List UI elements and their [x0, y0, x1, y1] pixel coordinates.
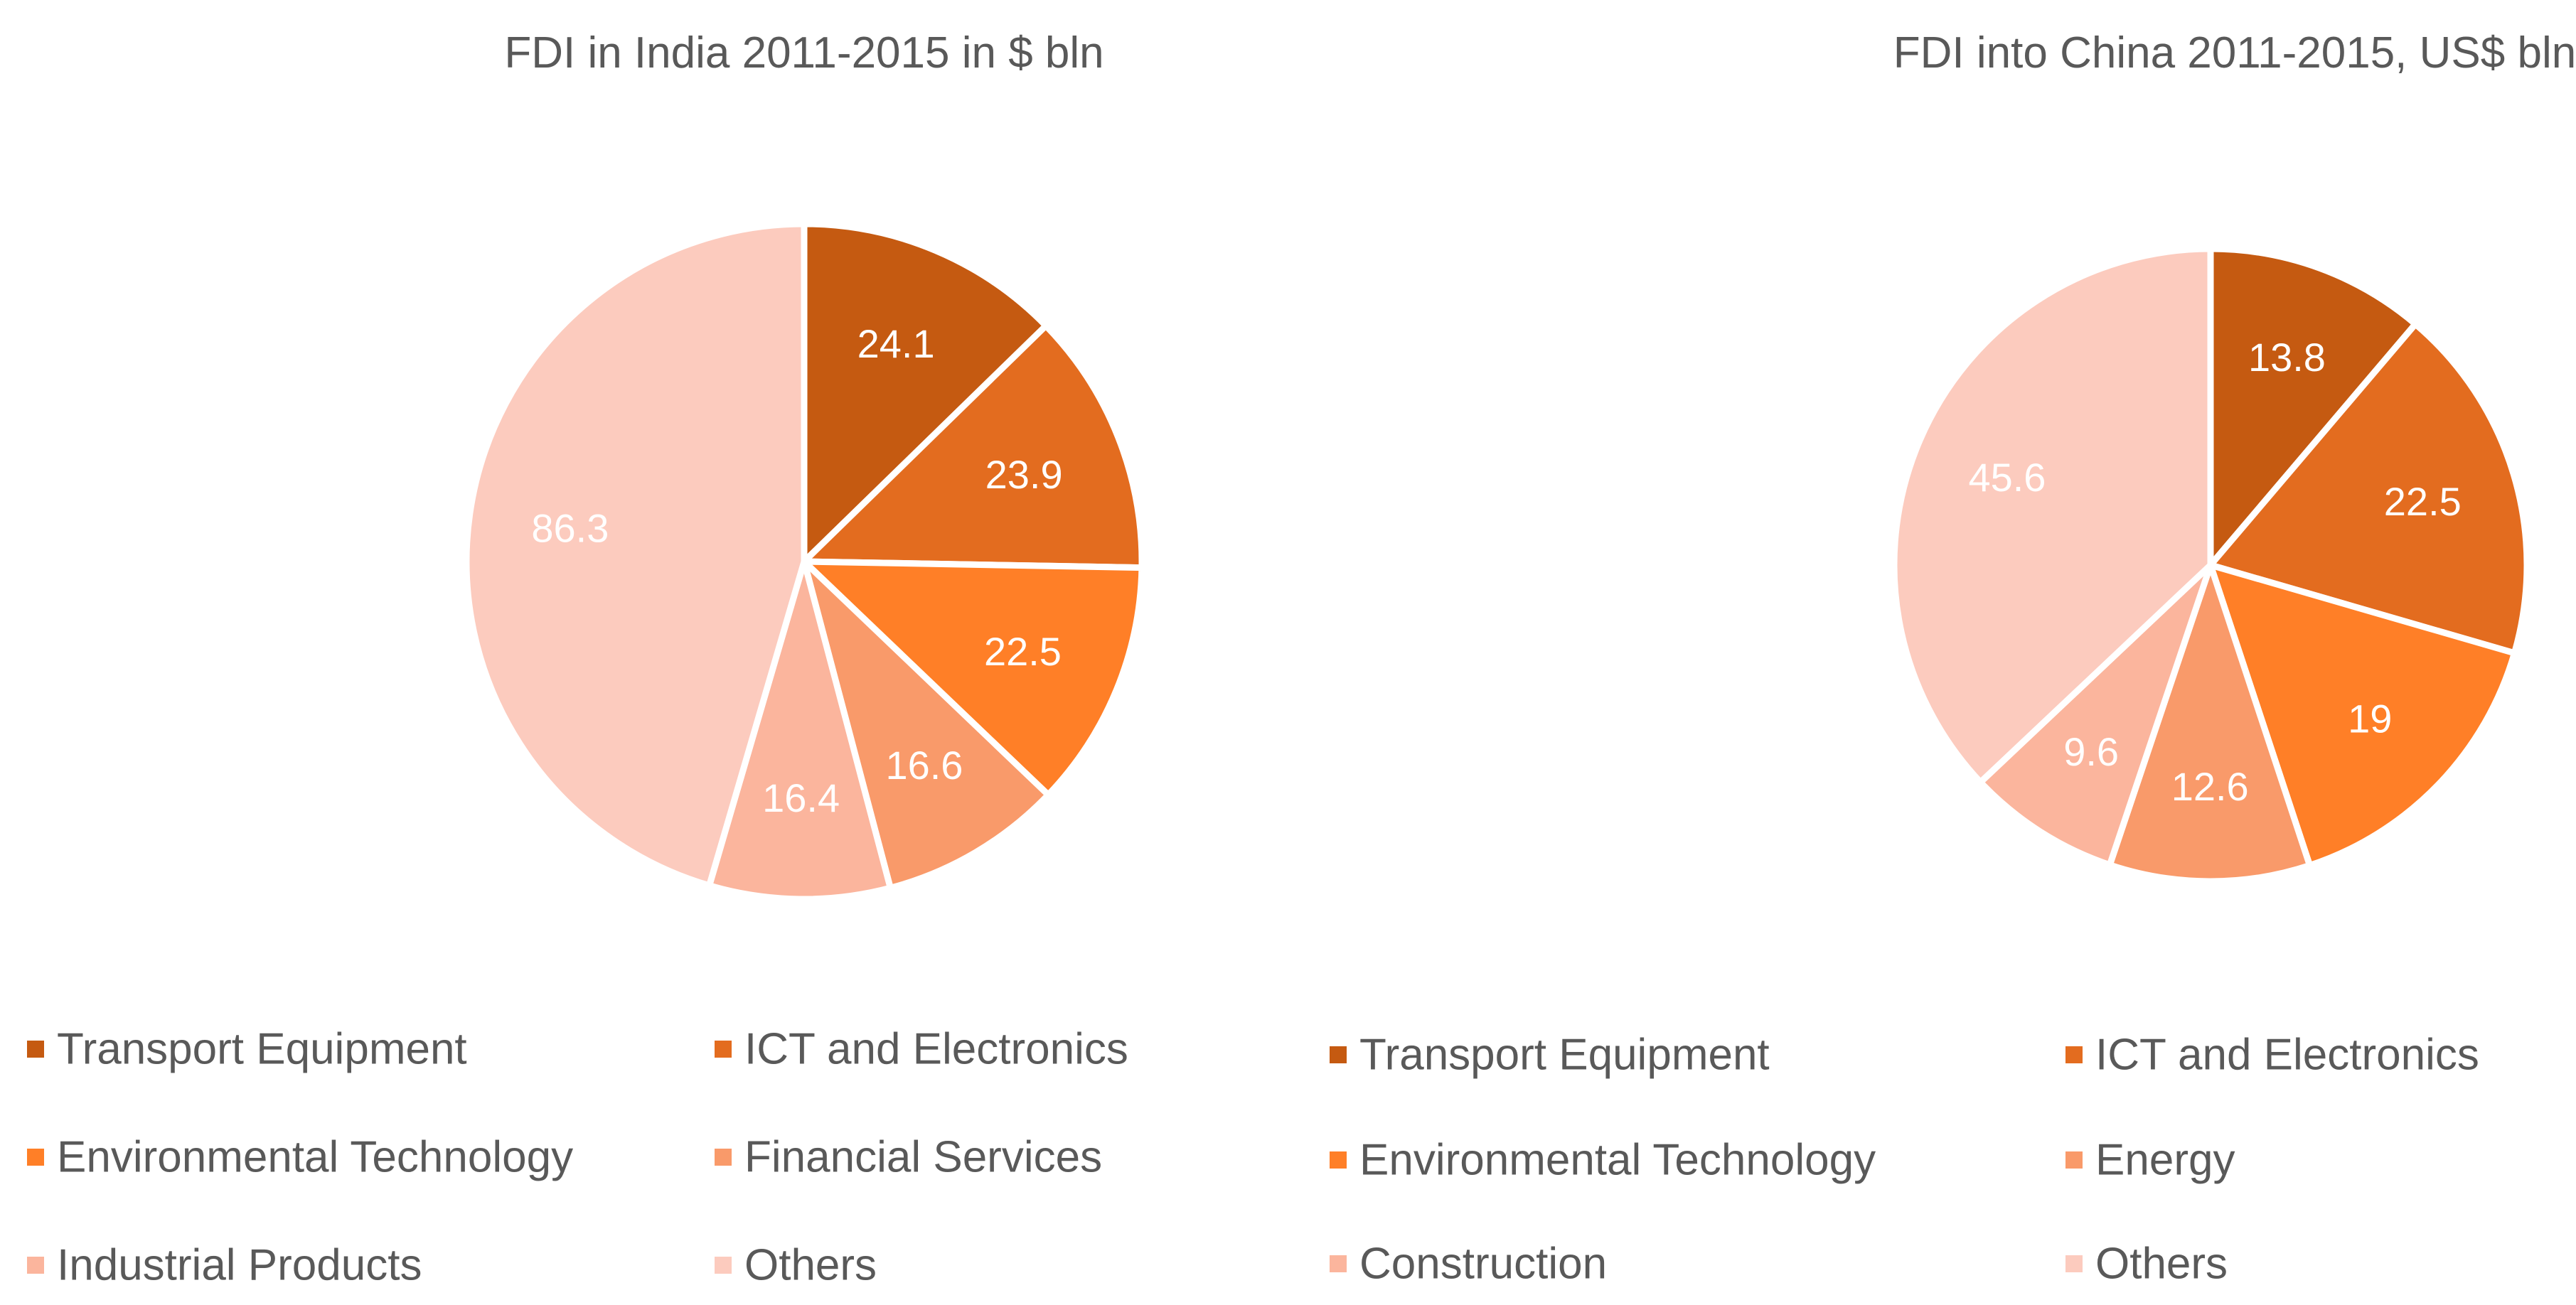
india-slice-others [463, 220, 808, 890]
india-chart-title: FDI in India 2011-2015 in $ bln [504, 28, 1103, 77]
india-legend-swatch-industrial-products [27, 1257, 44, 1274]
india-legend-label-financial-services: Financial Services [744, 1133, 1102, 1182]
india-pie: 24.1 23.9 22.5 16.6 16.4 86.3 [463, 220, 1145, 903]
china-legend-swatch-environmental-technology [1330, 1151, 1347, 1169]
china-legend-swatch-construction [1330, 1255, 1347, 1272]
india-legend-label-environmental-technology: Environmental Technology [57, 1133, 573, 1182]
china-legend-label-transport-equipment: Transport Equipment [1359, 1031, 1770, 1080]
india-legend-swatch-others [715, 1257, 732, 1274]
india-legend: Transport Equipment ICT and Electronics En… [27, 1025, 1128, 1290]
india-legend-item-environmental-technology: Environmental Technology [27, 1133, 573, 1182]
china-slice-construction [1976, 562, 2214, 869]
india-slice-financial-services [798, 551, 1053, 892]
india-slice-ict-and-electronics [796, 321, 1145, 571]
india-data-label-financial-services: 16.6 [885, 743, 963, 788]
china-legend-item-transport-equipment: Transport Equipment [1330, 1031, 1770, 1080]
china-legend-label-energy: Energy [2095, 1136, 2235, 1185]
india-legend-swatch-transport-equipment [27, 1041, 44, 1058]
india-legend-label-transport-equipment: Transport Equipment [57, 1025, 467, 1074]
india-data-label-transport-equipment: 24.1 [857, 321, 935, 366]
india-slice-industrial-products [705, 549, 894, 903]
india-legend-item-others: Others [715, 1241, 877, 1290]
china-legend-label-ict-and-electronics: ICT and Electronics [2095, 1031, 2479, 1080]
india-data-label-ict-and-electronics: 23.9 [985, 452, 1063, 497]
china-data-label-transport-equipment: 13.8 [2248, 335, 2326, 380]
china-legend-item-environmental-technology: Environmental Technology [1330, 1136, 1876, 1185]
china-legend-label-construction: Construction [1359, 1240, 1607, 1289]
china-legend-label-others: Others [2095, 1240, 2228, 1289]
china-legend-swatch-others [2065, 1255, 2083, 1272]
china-slice-ict-and-electronics [2205, 319, 2530, 657]
india-legend-label-industrial-products: Industrial Products [57, 1241, 422, 1290]
china-legend-item-others: Others [2065, 1240, 2228, 1289]
india-legend-item-transport-equipment: Transport Equipment [27, 1025, 467, 1074]
china-legend-swatch-transport-equipment [1330, 1046, 1347, 1063]
china-chart-title: FDI into China 2011-2015, US$ bln [1893, 28, 2576, 77]
india-legend-swatch-financial-services [715, 1149, 732, 1166]
china-data-label-energy: 12.6 [2171, 764, 2249, 809]
india-data-label-industrial-products: 16.4 [762, 775, 840, 820]
china-legend-item-construction: Construction [1330, 1240, 1607, 1289]
india-slice-transport-equipment [801, 220, 1051, 569]
india-legend-item-ict-and-electronics: ICT and Electronics [715, 1025, 1128, 1074]
china-legend: Transport Equipment ICT and Electronics En… [1330, 1031, 2479, 1289]
china-legend-swatch-ict-and-electronics [2065, 1046, 2083, 1063]
china-legend-item-energy: Energy [2065, 1136, 2235, 1185]
china-slice-others [1891, 245, 2214, 787]
china-pie: 13.8 22.5 19 12.6 9.6 45.6 [1891, 245, 2530, 885]
india-legend-label-others: Others [744, 1241, 877, 1290]
china-data-label-others: 45.6 [1968, 455, 2046, 500]
china-slice-energy [2105, 554, 2314, 885]
china-data-label-construction: 9.6 [2063, 729, 2119, 774]
china-data-label-ict-and-electronics: 22.5 [2384, 479, 2462, 524]
china-data-label-environmental-technology: 19 [2348, 697, 2392, 741]
india-legend-swatch-environmental-technology [27, 1149, 44, 1166]
india-data-label-others: 86.3 [531, 505, 609, 550]
india-legend-item-financial-services: Financial Services [715, 1133, 1102, 1182]
india-legend-item-industrial-products: Industrial Products [27, 1241, 422, 1290]
china-slice-transport-equipment [2207, 245, 2420, 574]
china-legend-item-ict-and-electronics: ICT and Electronics [2065, 1031, 2479, 1080]
china-legend-label-environmental-technology: Environmental Technology [1359, 1136, 1876, 1185]
china-legend-swatch-energy [2065, 1151, 2083, 1169]
india-slice-environmental-technology [796, 558, 1145, 800]
india-legend-label-ict-and-electronics: ICT and Electronics [744, 1025, 1128, 1074]
india-data-label-environmental-technology: 22.5 [984, 629, 1062, 674]
india-legend-swatch-ict-and-electronics [715, 1041, 732, 1058]
